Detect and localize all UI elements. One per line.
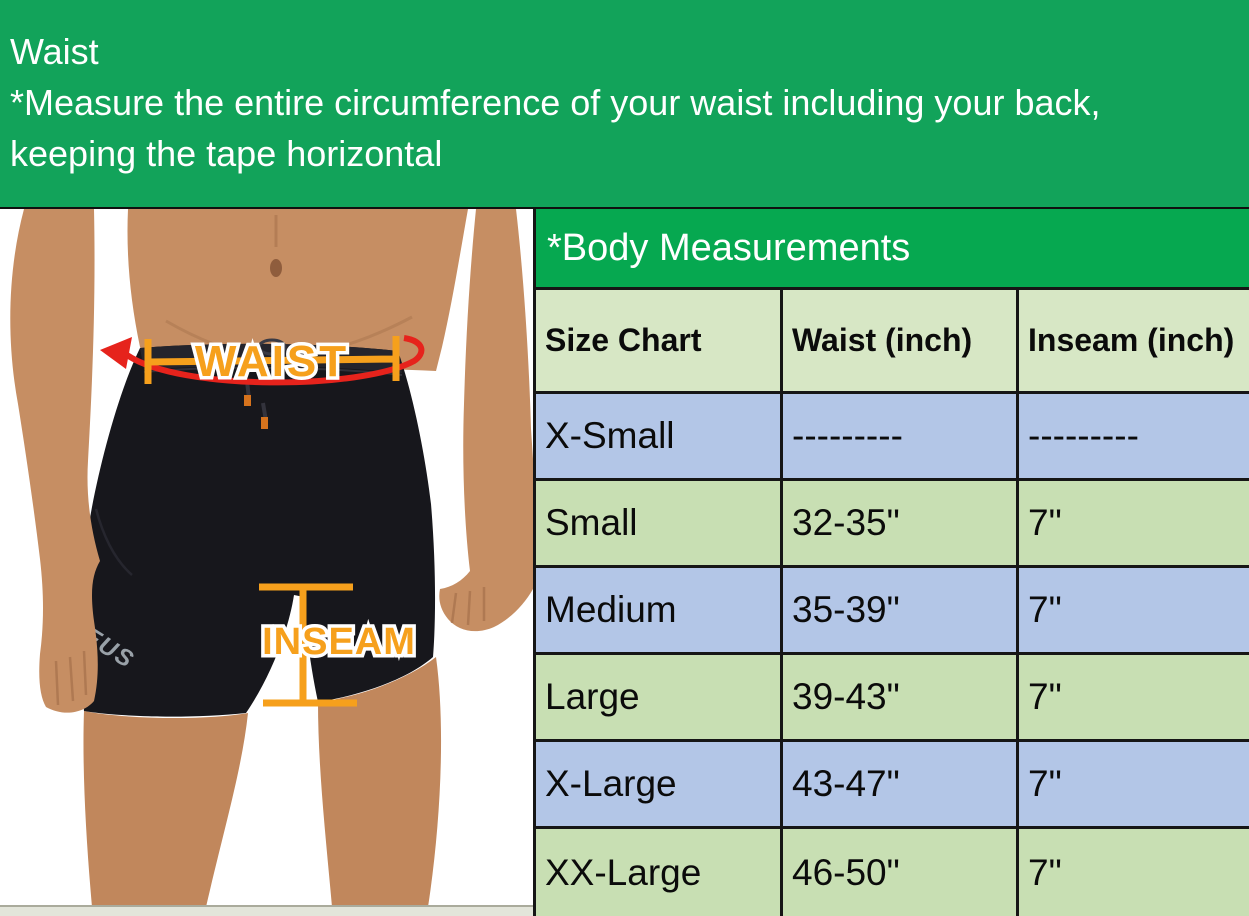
cell-size: Small	[536, 481, 783, 565]
inseam-annotation-label: INSEAM	[262, 621, 416, 663]
table-row: Small 32-35" 7"	[536, 481, 1249, 568]
content-strip: LEUS WAIST	[0, 207, 1249, 916]
cell-size: Medium	[536, 568, 783, 652]
waist-annotation: WAIST	[100, 334, 425, 390]
inseam-annotation: INSEAM	[259, 583, 418, 707]
cell-size: X-Large	[536, 742, 783, 826]
table-row: Medium 35-39" 7"	[536, 568, 1249, 655]
header-cell-waist: Waist (inch)	[783, 290, 1019, 391]
left-arm	[10, 209, 101, 713]
table-row: X-Large 43-47" 7"	[536, 742, 1249, 829]
cell-waist: ---------	[783, 394, 1019, 478]
man-illustration: LEUS WAIST	[0, 209, 533, 916]
inseam-measure-line	[259, 583, 357, 707]
banner-line-3: keeping the tape horizontal	[10, 133, 443, 174]
cell-size: Large	[536, 655, 783, 739]
header-cell-inseam: Inseam (inch)	[1028, 322, 1235, 358]
cell-inseam: 7"	[1028, 589, 1062, 630]
legs	[83, 657, 442, 907]
info-banner: Waist *Measure the entire circumference …	[0, 0, 1249, 207]
right-arm	[439, 209, 533, 632]
header-cell-size: Size Chart	[536, 290, 783, 391]
size-chart: *Body Measurements Size Chart Waist (inc…	[533, 209, 1249, 916]
cell-inseam: ---------	[1028, 415, 1139, 456]
drawstring-bow	[257, 338, 287, 356]
table-row: Large 39-43" 7"	[536, 655, 1249, 742]
banner-title: Waist	[10, 31, 99, 72]
cell-inseam: 7"	[1028, 851, 1062, 893]
cell-waist: 39-43"	[783, 655, 1019, 739]
cell-size: XX-Large	[536, 829, 783, 916]
cell-size: X-Small	[536, 394, 783, 478]
product-photo: LEUS WAIST	[0, 209, 533, 916]
cell-waist: 46-50"	[783, 829, 1019, 916]
cell-waist: 35-39"	[783, 568, 1019, 652]
cell-inseam: 7"	[1028, 502, 1062, 543]
photo-bottom-strip	[0, 905, 533, 916]
cell-inseam: 7"	[1028, 676, 1062, 717]
table-header-row: Size Chart Waist (inch) Inseam (inch)	[536, 290, 1249, 394]
banner-line-2: *Measure the entire circumference of you…	[10, 82, 1101, 123]
navel	[270, 259, 282, 277]
table-row: X-Small --------- ---------	[536, 394, 1249, 481]
waist-measure-line	[144, 336, 400, 384]
waist-annotation-label: WAIST	[195, 337, 349, 386]
table-row: XX-Large 46-50" 7"	[536, 829, 1249, 916]
cell-waist: 32-35"	[783, 481, 1019, 565]
cell-inseam: 7"	[1028, 763, 1062, 804]
cell-waist: 43-47"	[783, 742, 1019, 826]
waist-ellipse-arrow	[125, 335, 425, 386]
table-title: *Body Measurements	[536, 209, 1249, 290]
